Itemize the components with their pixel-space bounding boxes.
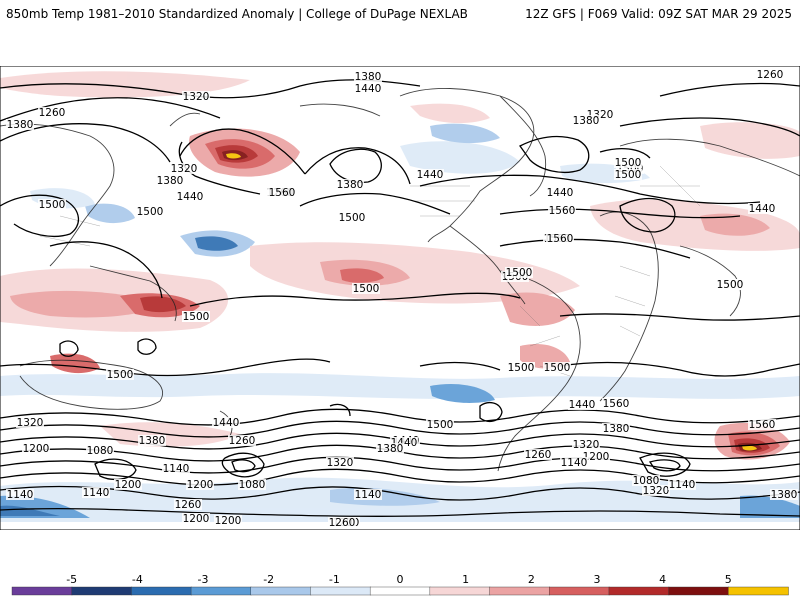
- contour-labels: 1380144013201260138013201380144012601560…: [6, 69, 798, 529]
- contour-label: 1260: [175, 499, 202, 511]
- colorbar-segment: [310, 586, 371, 596]
- map-header: 850mb Temp 1981–2010 Standardized Anomal…: [0, 0, 800, 30]
- contour-label: 1320: [183, 91, 210, 103]
- contour-label: 1320: [17, 417, 44, 429]
- coastlines: [0, 87, 800, 472]
- colorbar-tick-label: 0: [397, 573, 404, 586]
- colorbar-segment: [11, 586, 73, 596]
- contour-label: 1080: [633, 475, 660, 487]
- contour-label: 1320: [573, 439, 600, 451]
- contour-label: 1500: [339, 212, 366, 224]
- contour-label: 1500: [107, 369, 134, 381]
- colorbar-segment: [71, 586, 133, 596]
- contour-label: 1440: [355, 83, 382, 95]
- contour-label: 1500: [427, 419, 454, 431]
- colorbar-tick-label: -1: [329, 573, 340, 586]
- contour-label: 1200: [187, 479, 214, 491]
- colorbar-segment: [489, 586, 550, 596]
- contour-label: 1500: [506, 267, 533, 279]
- colorbar-ticks: -5 -4 -3 -2 -1 0 1 2 3 4 5: [66, 573, 732, 586]
- colorbar-segment: [369, 586, 431, 596]
- colorbar-segment: [190, 586, 252, 596]
- contour-label: 1320: [327, 457, 354, 469]
- colorbar-tick-label: -4: [132, 573, 143, 586]
- contour-label: 1500: [615, 157, 642, 169]
- contour-label: 1080: [239, 479, 266, 491]
- contour-label: 1380: [603, 423, 630, 435]
- contour-label: 1500: [615, 169, 642, 181]
- colorbar-tick-label: -3: [198, 573, 209, 586]
- colorbar-segment: [608, 586, 670, 596]
- colorbar-segment: [668, 586, 730, 596]
- colorbar-tick-label: 3: [593, 573, 600, 586]
- contour-label: 1200: [183, 513, 210, 525]
- contour-label: 1320: [643, 485, 670, 497]
- colorbar-tick-label: -2: [263, 573, 274, 586]
- contour-label: 1560: [269, 187, 296, 199]
- contour-label: 1380: [355, 71, 382, 83]
- contour-label: 1380: [377, 443, 404, 455]
- contour-label: 1080: [87, 445, 114, 457]
- contour-label: 1500: [544, 362, 571, 374]
- warm-anomalies: [0, 71, 800, 460]
- colorbar-segment: [549, 586, 610, 596]
- borders: [39, 165, 701, 377]
- contour-label: 1500: [717, 279, 744, 291]
- contour-label: 1140: [7, 489, 34, 501]
- contour-label: 1500: [39, 199, 66, 211]
- colorbar-segments: [11, 586, 789, 596]
- contour-label: 1500: [353, 283, 380, 295]
- contour-label: 1500: [183, 311, 210, 323]
- colorbar-segment: [429, 586, 491, 596]
- contour-label: 1260: [329, 517, 356, 529]
- contour-label: 1560: [603, 398, 630, 410]
- anomaly-map: 1380144013201260138013201380144012601560…: [0, 66, 800, 530]
- contour-label: 1200: [583, 451, 610, 463]
- contour-label: 1560: [547, 233, 574, 245]
- contour-label: 1260: [39, 107, 66, 119]
- contour-label: 1440: [749, 203, 776, 215]
- contour-label: 1380: [157, 175, 184, 187]
- contour-label: 1440: [569, 399, 596, 411]
- contour-label: 1260: [757, 69, 784, 81]
- colorbar-tick-label: 1: [462, 573, 469, 586]
- contour-label: 1380: [7, 119, 34, 131]
- colorbar-tick-label: 2: [528, 573, 535, 586]
- contour-label: 1380: [573, 115, 600, 127]
- contour-label: 1260: [525, 449, 552, 461]
- colorbar-tick-label: -5: [66, 573, 77, 586]
- contour-label: 1440: [417, 169, 444, 181]
- anomaly-colorbar: -5 -4 -3 -2 -1 0 1 2 3 4 5: [0, 570, 800, 600]
- contour-label: 1560: [549, 205, 576, 217]
- contour-label: 1440: [177, 191, 204, 203]
- contour-label: 1440: [547, 187, 574, 199]
- contour-label: 1500: [508, 362, 535, 374]
- contour-label: 1200: [215, 515, 242, 527]
- colorbar-segment: [728, 586, 789, 596]
- colorbar-segment: [250, 586, 312, 596]
- map-title: 850mb Temp 1981–2010 Standardized Anomal…: [6, 7, 468, 21]
- contour-label: 1380: [139, 435, 166, 447]
- contour-label: 1440: [213, 417, 240, 429]
- contour-label: 1380: [771, 489, 798, 501]
- contour-label: 1200: [23, 443, 50, 455]
- contour-label: 1320: [171, 163, 198, 175]
- colorbar-tick-label: 5: [725, 573, 732, 586]
- contour-label: 1140: [83, 487, 110, 499]
- contour-label: 1140: [561, 457, 588, 469]
- colorbar-segment: [131, 586, 192, 596]
- contour-label: 1140: [669, 479, 696, 491]
- colorbar-tick-label: 4: [659, 573, 666, 586]
- contour-label: 1140: [355, 489, 382, 501]
- contour-label: 1500: [137, 206, 164, 218]
- contour-label: 1260: [229, 435, 256, 447]
- contour-label: 1560: [749, 419, 776, 431]
- valid-time: 12Z GFS | F069 Valid: 09Z SAT MAR 29 202…: [525, 7, 792, 21]
- contour-label: 1200: [115, 479, 142, 491]
- contour-label: 1140: [163, 463, 190, 475]
- contour-label: 1380: [337, 179, 364, 191]
